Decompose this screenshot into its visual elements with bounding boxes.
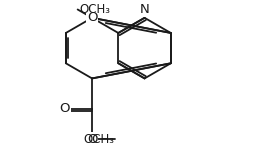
Text: O: O	[87, 133, 97, 146]
Text: O: O	[87, 11, 97, 24]
Text: OCH₃: OCH₃	[79, 3, 110, 16]
Text: OCH₃: OCH₃	[84, 133, 115, 146]
Text: O: O	[60, 102, 70, 115]
Text: N: N	[140, 3, 150, 16]
